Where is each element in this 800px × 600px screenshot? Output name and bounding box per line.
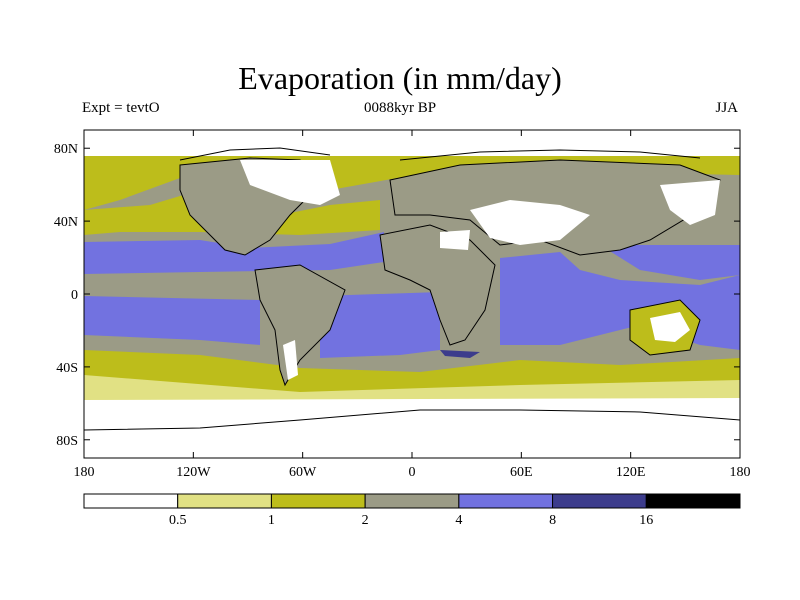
sahara-west-dry [440, 230, 470, 250]
map-field [84, 130, 740, 458]
field-south-pacific-4-8 [84, 296, 260, 345]
field-antarctica [84, 395, 740, 458]
colorbar-swatch [458, 493, 554, 509]
colorbar-label: 8 [549, 513, 556, 528]
field-north-tropics-4-8 [84, 232, 384, 274]
colorbar-label: 0.5 [169, 513, 187, 528]
experiment-label: Expt = tevtO [82, 100, 160, 116]
colorbar-label: 2 [362, 513, 369, 528]
lat-tick-label: 0 [71, 288, 78, 303]
time-label: 0088kyr BP [363, 100, 437, 116]
lat-tick-label: 40S [56, 361, 78, 376]
field-8-16-patch [440, 350, 480, 358]
lat-tick-label: 80N [54, 142, 78, 157]
antarctica-coast [84, 409, 740, 431]
colorbar-label: 16 [639, 513, 653, 528]
lon-tick-label: 180 [730, 465, 751, 480]
lon-tick-label: 120W [176, 465, 211, 480]
lon-tick-label: 180 [74, 465, 95, 480]
lat-tick-label: 80S [56, 434, 78, 449]
colorbar-label: 1 [268, 513, 275, 528]
lon-tick-label: 60W [289, 465, 317, 480]
colorbar-swatch [177, 493, 272, 509]
field-south-atlantic-4-8 [320, 292, 440, 358]
colorbar-swatch [364, 493, 460, 509]
lon-tick-label: 60E [510, 465, 533, 480]
latitude-axis: 80N 40N 0 40S 80S [54, 142, 740, 449]
field-south-0.5-1 [84, 375, 740, 400]
northeast-pacific-dry [660, 180, 720, 225]
greenland-arctic-dry [240, 160, 340, 205]
colorbar-swatch [270, 493, 366, 509]
lat-tick-label: 40N [54, 215, 78, 230]
patagonia-dry [283, 340, 298, 380]
colorbar-swatch [645, 493, 741, 509]
longitude-axis: 180 120W 60W 0 60E 120E 180 [74, 130, 751, 480]
plot-title: Evaporation (in mm/day) [238, 60, 562, 96]
colorbar-label: 4 [455, 513, 462, 528]
season-label: JJA [715, 100, 738, 116]
arctic-coast [179, 147, 701, 161]
sahara-arabia-dry [470, 200, 590, 245]
colorbar-swatch [552, 493, 647, 509]
australia-dry-interior [650, 312, 690, 342]
lon-tick-label: 120E [616, 465, 646, 480]
colorbar: 0.5 1 2 4 8 16 [83, 493, 741, 528]
field-west-pacific-4-8 [600, 245, 740, 280]
lon-tick-label: 0 [409, 465, 416, 480]
colorbar-swatch [83, 493, 179, 509]
